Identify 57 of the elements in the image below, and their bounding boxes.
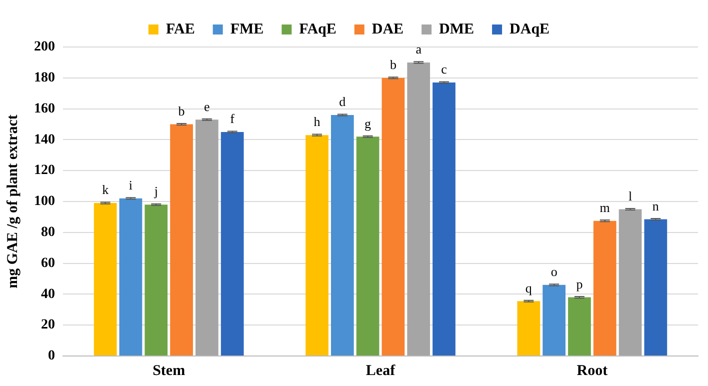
bar (382, 78, 405, 356)
data-label: o (550, 264, 558, 280)
y-tick-label: 100 (34, 194, 55, 210)
data-label: k (102, 182, 110, 198)
y-tick-label: 160 (34, 101, 55, 116)
bar (644, 219, 668, 356)
y-tick-label: 20 (41, 318, 55, 333)
bar (432, 82, 456, 356)
y-tick-label: 180 (34, 70, 55, 86)
x-tick-label: Leaf (366, 362, 396, 379)
data-label: a (416, 42, 422, 57)
data-label: e (204, 98, 210, 114)
data-label: d (339, 94, 346, 110)
bar (170, 124, 193, 356)
bar (330, 114, 354, 356)
data-label: g (364, 116, 372, 131)
legend-label: DME (439, 21, 474, 38)
bar (356, 136, 380, 356)
data-label: p (576, 276, 583, 292)
bar (593, 220, 616, 356)
bar (568, 297, 591, 356)
bar (542, 284, 566, 356)
data-label: b (390, 57, 396, 72)
bar (517, 301, 540, 356)
y-tick-label: 80 (41, 225, 55, 240)
y-tick-label: 140 (34, 132, 55, 148)
y-tick-label: 60 (41, 256, 55, 271)
bar (119, 198, 142, 356)
y-axis-title: mg GAE /g of plant extract (4, 114, 21, 288)
legend-label: FAqE (299, 21, 336, 38)
data-label: c (441, 62, 448, 77)
bar (220, 132, 244, 356)
data-label: m (600, 200, 610, 215)
data-label: h (314, 114, 321, 130)
bar (618, 209, 642, 356)
legend-label: FME (230, 21, 264, 38)
data-label: j (153, 184, 158, 199)
x-tick-label: Stem (152, 362, 186, 379)
data-label: q (525, 280, 532, 296)
data-label: b (178, 103, 185, 118)
bar (144, 204, 168, 356)
bar (196, 120, 218, 356)
y-tick-label: 200 (34, 40, 55, 55)
bar (94, 203, 117, 356)
y-tick-label: 0 (48, 348, 55, 364)
bar (306, 135, 328, 356)
data-label: i (128, 178, 133, 193)
x-tick-label: Root (576, 362, 608, 379)
y-tick-label: 120 (34, 163, 55, 178)
data-label: n (652, 198, 660, 214)
data-label: l (628, 188, 632, 204)
legend-label: FAE (166, 21, 195, 38)
data-label: f (230, 111, 236, 126)
legend-label: DAE (372, 21, 404, 38)
legend-label: DAqE (510, 21, 550, 38)
bar (407, 62, 430, 356)
y-tick-label: 40 (41, 286, 55, 302)
